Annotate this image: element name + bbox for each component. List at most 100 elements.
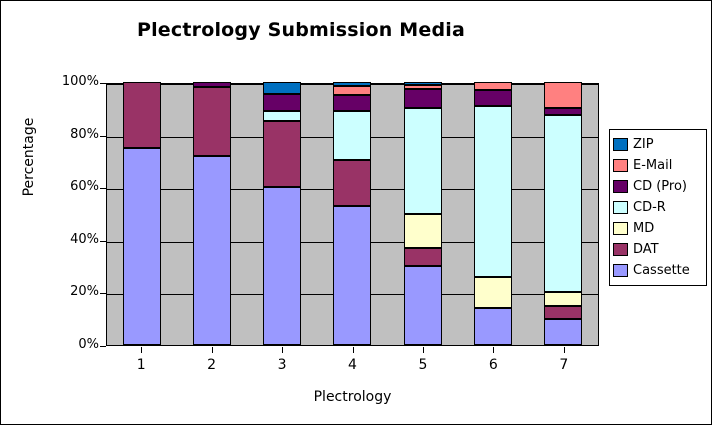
legend-item-label: CD-R	[633, 200, 666, 215]
bar-segment[interactable]	[473, 82, 512, 90]
stacked-bar[interactable]	[193, 82, 232, 345]
x-axis-tick-mark	[563, 347, 565, 353]
bar-segment[interactable]	[403, 108, 442, 214]
chart-legend: ZIP E-Mail CD (Pro) CD-R MD DAT Cassette	[609, 129, 707, 286]
y-axis-tick-label: 80%	[70, 126, 99, 142]
y-axis-tick-mark	[100, 293, 106, 295]
stacked-bar[interactable]	[333, 82, 372, 345]
chart-title: Plectrology Submission Media	[136, 19, 466, 41]
legend-item-label: MD	[633, 221, 655, 236]
x-axis-tick-mark	[422, 347, 424, 353]
y-axis-label: Percentage	[21, 117, 37, 197]
bar-segment[interactable]	[263, 93, 302, 111]
bar-segment[interactable]	[333, 205, 372, 345]
bar-slot	[107, 82, 177, 345]
bar-slot	[388, 82, 458, 345]
x-axis-tick-label: 3	[277, 357, 287, 373]
bar-slot	[528, 82, 598, 345]
bar-segment[interactable]	[543, 114, 582, 293]
bar-segment[interactable]	[263, 187, 302, 345]
y-axis-tick-label: 40%	[70, 231, 99, 247]
bar-segment[interactable]	[263, 121, 302, 188]
legend-color-swatch	[613, 180, 628, 193]
bar-segment[interactable]	[473, 308, 512, 345]
bar-segment[interactable]	[473, 105, 512, 277]
legend-item-label: Cassette	[633, 263, 690, 278]
bar-segment[interactable]	[403, 82, 442, 85]
x-axis-tick-label: 4	[348, 357, 357, 373]
y-axis-tick-mark	[100, 135, 106, 137]
plot-area	[106, 82, 599, 346]
bar-segment[interactable]	[403, 88, 442, 109]
bar-slot	[458, 82, 528, 345]
y-axis-tick-label: 100%	[61, 74, 99, 89]
bar-segment[interactable]	[333, 85, 372, 96]
y-axis-tick-mark	[100, 240, 106, 242]
y-axis-tick-mark	[100, 346, 106, 347]
legend-item-label: CD (Pro)	[633, 179, 687, 194]
bar-segment[interactable]	[403, 213, 442, 248]
legend-item-label: ZIP	[633, 137, 654, 152]
legend-item[interactable]: Cassette	[613, 260, 703, 281]
bar-segment[interactable]	[543, 305, 582, 319]
stacked-bar[interactable]	[473, 82, 512, 345]
bar-segment[interactable]	[333, 95, 372, 111]
y-axis-tick-mark	[100, 188, 106, 190]
x-axis-tick-mark	[282, 347, 284, 353]
bar-segment[interactable]	[333, 110, 372, 160]
y-axis-tick-label: 60%	[70, 179, 99, 195]
bar-segment[interactable]	[543, 318, 582, 345]
legend-item[interactable]: MD	[613, 218, 703, 239]
x-axis-tick-mark	[141, 347, 143, 353]
x-axis-tick-mark	[352, 347, 354, 353]
x-axis-tick-label: 2	[207, 357, 217, 373]
bar-segment[interactable]	[543, 82, 582, 109]
legend-color-swatch	[613, 243, 628, 256]
legend-item[interactable]: ZIP	[613, 134, 703, 155]
x-axis-tick-label: 5	[418, 357, 428, 373]
legend-item[interactable]: DAT	[613, 239, 703, 260]
y-axis-tick-mark	[100, 83, 106, 84]
bar-segment[interactable]	[403, 84, 442, 89]
bar-segment[interactable]	[263, 82, 302, 94]
x-axis-tick-mark	[493, 347, 495, 353]
y-axis-tick-label: 20%	[70, 284, 99, 300]
legend-color-swatch	[613, 222, 628, 235]
legend-color-swatch	[613, 159, 628, 172]
x-axis-tick-label: 7	[559, 357, 569, 373]
bar-slot	[177, 82, 247, 345]
bar-segment[interactable]	[403, 266, 442, 345]
legend-item[interactable]: E-Mail	[613, 155, 703, 176]
bar-slot	[317, 82, 387, 345]
bar-series-group	[107, 82, 598, 345]
bar-segment[interactable]	[543, 108, 582, 115]
legend-item[interactable]: CD-R	[613, 197, 703, 218]
bar-segment[interactable]	[333, 159, 372, 206]
bar-segment[interactable]	[193, 82, 232, 88]
bar-segment[interactable]	[263, 110, 302, 122]
x-axis-label: Plectrology	[313, 389, 392, 405]
bar-segment[interactable]	[333, 82, 372, 86]
bar-segment[interactable]	[473, 276, 512, 309]
bar-segment[interactable]	[123, 147, 162, 345]
stacked-bar[interactable]	[403, 82, 442, 345]
legend-item[interactable]: CD (Pro)	[613, 176, 703, 197]
bar-segment[interactable]	[543, 292, 582, 306]
bar-segment[interactable]	[193, 87, 232, 156]
x-axis-tick-label: 6	[488, 357, 498, 373]
x-axis-tick-label: 1	[136, 357, 146, 373]
bar-segment[interactable]	[403, 247, 442, 267]
bar-segment[interactable]	[193, 155, 232, 345]
stacked-bar[interactable]	[543, 82, 582, 345]
legend-color-swatch	[613, 138, 628, 151]
stacked-bar[interactable]	[123, 82, 162, 345]
legend-item-label: E-Mail	[633, 158, 673, 173]
bar-segment[interactable]	[473, 89, 512, 106]
legend-color-swatch	[613, 264, 628, 277]
legend-color-swatch	[613, 201, 628, 214]
legend-item-label: DAT	[633, 242, 659, 257]
bar-segment[interactable]	[123, 82, 162, 148]
x-axis-tick-mark	[211, 347, 213, 353]
stacked-bar[interactable]	[263, 82, 302, 345]
